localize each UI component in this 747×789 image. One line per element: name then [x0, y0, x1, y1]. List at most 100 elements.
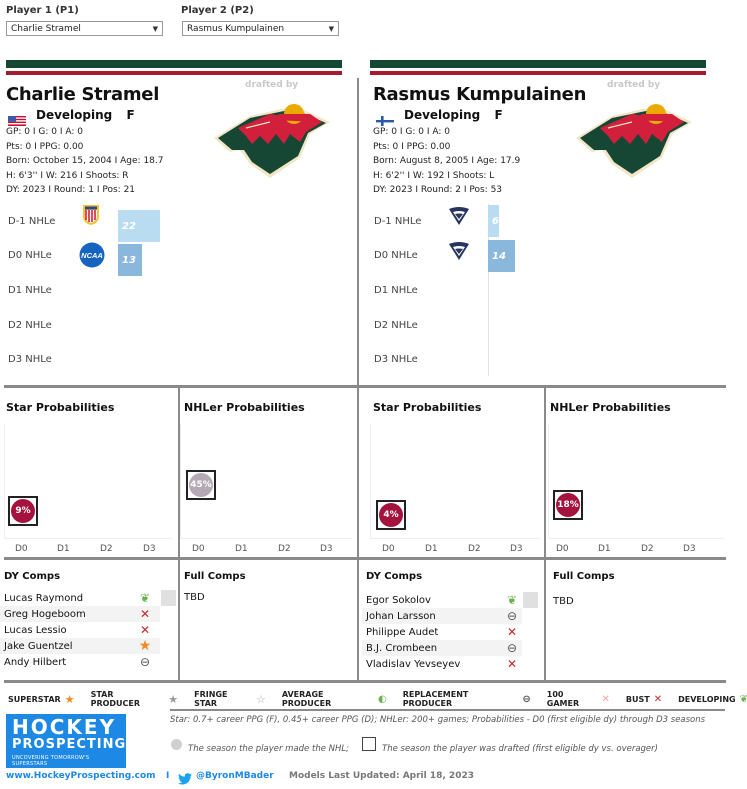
list-item[interactable]: Johan Larsson ⊖ [362, 608, 522, 624]
section-divider [170, 709, 725, 711]
svg-text:NCAA: NCAA [81, 251, 103, 260]
player-name: Rasmus Kumpulainen [373, 84, 587, 105]
list-item[interactable]: Lucas Raymond ❦ [0, 590, 160, 606]
axis-tick: D0 [556, 544, 569, 554]
list-item[interactable]: Vladislav Yevseyev ✕ [362, 656, 522, 672]
team-color-bar-red [370, 71, 706, 75]
bust-x-icon: ✕ [506, 625, 518, 639]
website-link[interactable]: www.HockeyProspecting.com [6, 771, 156, 781]
list-item[interactable]: Egor Sokolov ❦ [362, 592, 522, 608]
player-name: Charlie Stramel [6, 84, 160, 105]
logo-line-3: UNCOVERING TOMORROW'S SUPERSTARS [12, 755, 90, 767]
p2-selector-value: Rasmus Kumpulainen [187, 23, 285, 34]
nhle-bar-d0: 14 [488, 240, 515, 272]
comp-name: Jake Guentzel [4, 640, 73, 652]
section-title: DY Comps [4, 571, 61, 582]
full-comps-value: TBD [184, 592, 205, 603]
p1-selector[interactable]: Charlie Stramel ▼ [6, 21, 163, 36]
hockey-prospecting-logo[interactable]: HOCKEY PROSPECTING UNCOVERING TOMORROW'S… [6, 714, 126, 768]
stats-line-1: GP: 0 I G: 0 I A: 0 [373, 127, 450, 137]
player1-nhle-chart: D-1 NHLe D0 NHLe D1 NHLe D2 NHLe D3 NHLe… [0, 200, 357, 380]
legend-item: REPLACEMENT PRODUCER ⊖ [403, 690, 531, 708]
scrollbar[interactable] [161, 590, 176, 606]
section-title: Full Comps [184, 571, 246, 582]
legend-label: AVERAGE PRODUCER [281, 690, 332, 708]
legend-label: FRINGE STAR [194, 690, 228, 708]
twitter-handle-link[interactable]: @ByronMBader [196, 771, 274, 781]
axis-tick: D3 [320, 544, 333, 554]
p1-star-prob-chart: Star Probabilities 9% D0 D1 D2 D3 [0, 388, 178, 556]
footnote-definitions: Star: 0.7+ career PPG (F), 0.45+ career … [170, 715, 706, 725]
section-title: NHLer Probabilities [184, 401, 305, 414]
axis-tick: D3 [683, 544, 696, 554]
legend-label: DEVELOPING [678, 694, 736, 704]
nhle-row-label: D0 NHLe [374, 250, 418, 261]
axis-tick: D3 [143, 544, 156, 554]
legend-item: FRINGE STAR ☆ [194, 690, 266, 708]
stats-line-2: Pts: 0 I PPG: 0.00 [373, 141, 451, 152]
axis-tick: D1 [425, 544, 438, 554]
nhl-season-circle-icon [171, 739, 182, 750]
axis-tick: D2 [641, 544, 654, 554]
nhle-axis-line [488, 204, 489, 376]
axis-tick: D2 [278, 544, 291, 554]
nhle-bar-d0: 13 [118, 244, 142, 276]
player2-nhle-chart: D-1 NHLe D0 NHLe D1 NHLe D2 NHLe D3 NHLe… [360, 200, 730, 380]
p1-selector-label: Player 1 (P1) [6, 5, 79, 16]
list-item[interactable]: Lucas Lessio ✕ [0, 622, 160, 638]
footer-separator: I [166, 771, 170, 781]
nhle-row-label: D3 NHLe [8, 354, 52, 365]
axis-tick: D1 [57, 544, 70, 554]
list-item[interactable]: Andy Hilbert ⊖ [0, 654, 160, 670]
player2-header: drafted by Rasmus Kumpulainen Developing… [362, 78, 732, 195]
logo-line-2: PROSPECTING [12, 737, 127, 752]
average-half-circle-icon: ◐ [377, 693, 387, 705]
p2-selector[interactable]: Rasmus Kumpulainen ▼ [182, 21, 339, 36]
axis-tick: D0 [382, 544, 395, 554]
list-item[interactable]: B.J. Crombeen ⊖ [362, 640, 522, 656]
p1-full-comps: Full Comps TBD [180, 560, 357, 680]
nhle-row-label: D0 NHLe [8, 250, 52, 261]
replacement-minus-icon: ⊖ [139, 655, 151, 669]
star-producer-star-icon: ★ [168, 692, 179, 706]
legend-item: 100 GAMER ✕ [547, 690, 610, 708]
section-title: Star Probabilities [6, 401, 115, 414]
p2-full-comps: Full Comps TBD [546, 560, 726, 680]
list-item[interactable]: Jake Guentzel ★ [0, 638, 160, 654]
section-divider [357, 386, 359, 682]
legend-item: SUPERSTAR ★ [8, 693, 75, 706]
prob-marker: 9% [8, 496, 38, 526]
section-divider [4, 680, 726, 683]
team-color-bar-red [6, 71, 342, 75]
nhle-row-label: D-1 NHLe [374, 216, 422, 227]
prob-marker: 4% [376, 500, 406, 530]
section-title: DY Comps [366, 571, 423, 582]
section-title: NHLer Probabilities [550, 401, 671, 414]
p2-dy-comps: DY Comps Egor Sokolov ❦ Johan Larsson ⊖ … [360, 560, 544, 680]
fringe-star-icon: ☆ [255, 692, 266, 706]
list-item[interactable]: Philippe Audet ✕ [362, 624, 522, 640]
p1-nhler-prob-chart: NHLer Probabilities 45% D0 D1 D2 D3 [180, 388, 357, 556]
list-item[interactable]: Greg Hogeboom ✕ [0, 606, 160, 622]
nhl-season-legend: The season the player made the NHL; [188, 744, 349, 754]
born-line: Born: October 15, 2004 I Age: 18.7 [6, 156, 164, 166]
chevron-down-icon[interactable]: ▼ [152, 24, 158, 33]
chevron-down-icon[interactable]: ▼ [328, 24, 334, 33]
comp-name: Lucas Raymond [4, 592, 84, 604]
comp-name: Vladislav Yevseyev [366, 658, 461, 670]
comp-name: B.J. Crombeen [366, 642, 438, 654]
comp-name: Greg Hogeboom [4, 608, 86, 620]
comp-name: Andy Hilbert [4, 656, 67, 668]
drafted-by-label: drafted by [607, 80, 661, 90]
section-title: Full Comps [553, 571, 615, 582]
axis-tick: D1 [235, 544, 248, 554]
bust-x-icon: ✕ [139, 607, 151, 621]
scrollbar[interactable] [523, 592, 538, 608]
outcome-legend: SUPERSTAR ★ STAR PRODUCER ★ FRINGE STAR ☆ A… [8, 690, 747, 708]
finland-flag-icon [376, 111, 394, 126]
twitter-bird-icon[interactable] [178, 770, 192, 785]
superstar-star-icon: ★ [138, 638, 152, 654]
player-info: GP: 0 I G: 0 I A: 0 Pts: 0 I PPG: 0.00 B… [6, 125, 164, 198]
plot-area [370, 424, 540, 539]
bust-x-icon: ✕ [653, 693, 663, 705]
